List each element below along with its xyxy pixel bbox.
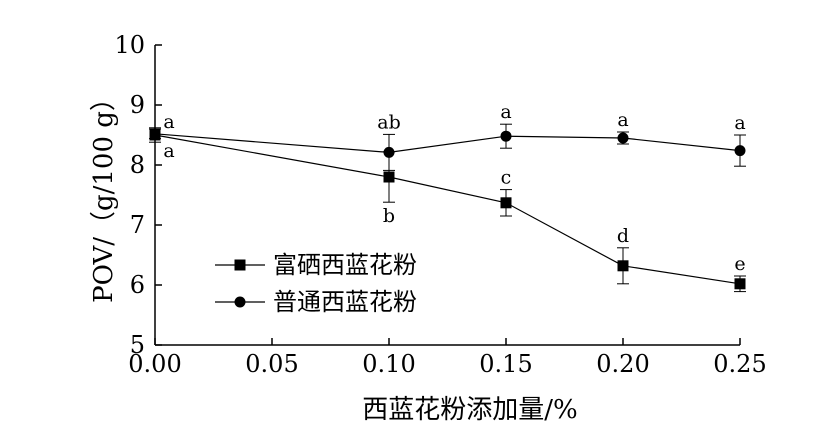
square-marker-4 [734,278,746,290]
sig-label-square-2: c [501,167,512,189]
sig-label-square-3: d [617,225,629,247]
x-tick-label-3: 0.15 [479,350,532,378]
legend-label-0: 富硒西蓝花粉 [273,251,417,279]
y-tick-label-1: 6 [130,271,145,299]
series-line-1 [154,133,741,154]
y-tick-label-0: 5 [130,331,145,359]
circle-marker-0 [149,128,161,140]
sig-label-square-1: b [383,205,395,227]
y-tick-label-4: 9 [130,91,145,119]
square-marker-1 [383,171,395,183]
circle-marker-1 [383,146,395,158]
y-axis-title: POV/（g/100 g） [89,85,119,303]
y-tick-label-5: 10 [114,31,145,59]
sig-label-circle-2: a [500,101,511,123]
circle-marker-2 [500,130,512,142]
y-tick-label-2: 7 [130,211,145,239]
x-tick-label-1: 0.05 [245,350,298,378]
circle-marker-3 [617,132,629,144]
sig-label-circle-1: ab [377,111,401,133]
axes: 5 6 7 8 9 10 0.00 0.05 0.10 0.15 0.20 0.25 [114,31,766,378]
x-tick-label-4: 0.20 [596,350,649,378]
sig-label-square-0: a [163,140,174,162]
circle-marker-4 [734,145,746,157]
legend-label-1: 普通西蓝花粉 [273,288,417,316]
square-marker-2 [500,197,512,209]
sig-label-circle-4: a [734,112,745,134]
legend-circle-marker [234,296,246,308]
legend-square-marker [234,259,246,271]
square-marker-3 [617,260,629,272]
x-tick-label-2: 0.10 [362,350,415,378]
x-tick-label-0: 0.00 [128,350,181,378]
sig-label-circle-0: a [163,111,174,133]
x-tick-label-5: 0.25 [713,350,766,378]
x-axis-title: 西蓝花粉添加量/% [362,395,577,425]
sig-label-circle-3: a [617,109,628,131]
y-tick-label-3: 8 [130,151,145,179]
series-layer [149,123,746,293]
sig-label-square-4: e [734,253,745,275]
